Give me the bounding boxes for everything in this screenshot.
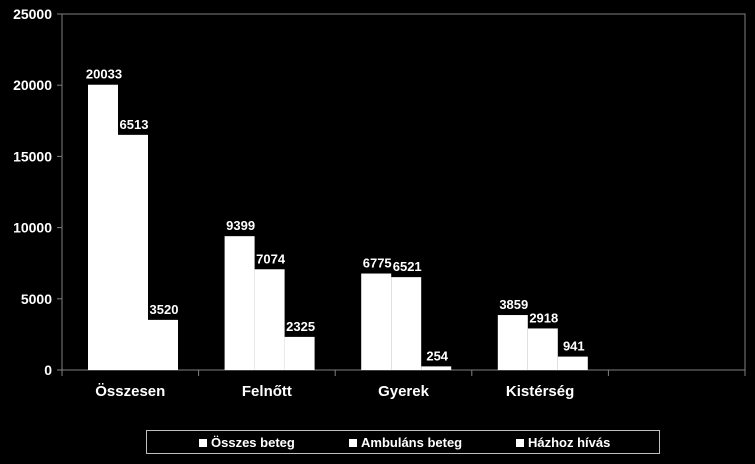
data-label: 9399 — [226, 218, 255, 233]
data-label: 2325 — [286, 319, 315, 334]
y-tick-label: 25000 — [13, 6, 52, 22]
bar — [284, 336, 315, 370]
data-label: 3859 — [499, 297, 528, 312]
x-axis-labels: Összesen Felnőtt Gyerek Kistérség — [95, 383, 574, 400]
legend-item-osszes-beteg: Összes beteg — [199, 435, 295, 450]
y-tick-label: 20000 — [13, 77, 52, 93]
bar — [421, 366, 452, 370]
bars — [88, 84, 588, 371]
legend: Összes beteg Ambuláns beteg Házhoz hívás — [146, 430, 660, 454]
data-label: 20033 — [86, 67, 122, 82]
legend-item-ambulans-beteg: Ambuláns beteg — [349, 435, 462, 450]
legend-swatch — [349, 438, 357, 447]
data-label: 7074 — [256, 251, 286, 266]
legend-label: Ambuláns beteg — [361, 435, 463, 450]
y-tick-label: 10000 — [13, 220, 52, 236]
bar — [557, 356, 588, 370]
data-label: 2918 — [529, 310, 558, 325]
legend-label: Házhoz hívás — [528, 435, 611, 450]
y-tick-label: 0 — [44, 362, 52, 378]
bar — [254, 269, 285, 370]
data-label: 941 — [563, 339, 585, 354]
x-tick-label: Felnőtt — [242, 383, 292, 400]
legend-swatch — [199, 438, 207, 447]
bar — [88, 84, 118, 371]
data-label: 254 — [426, 348, 448, 363]
bar — [361, 273, 392, 370]
legend-item-hazhoz-hivas: Házhoz hívás — [516, 435, 610, 450]
y-axis-ticks: 0 5000 10000 15000 20000 25000 — [13, 6, 746, 378]
legend-label: Összes beteg — [211, 435, 295, 450]
data-label: 6521 — [393, 259, 422, 274]
x-tick-label: Kistérség — [506, 383, 574, 400]
bar — [118, 134, 148, 370]
bar — [391, 277, 422, 370]
y-tick-label: 15000 — [13, 148, 52, 164]
data-label: 6513 — [120, 117, 149, 132]
data-label: 6775 — [363, 256, 392, 271]
bar — [497, 315, 528, 370]
bar — [527, 328, 558, 370]
legend-swatch — [516, 438, 524, 447]
y-tick-label: 5000 — [21, 291, 52, 307]
x-tick-label: Gyerek — [378, 383, 430, 400]
bar — [148, 319, 178, 370]
bar — [224, 236, 255, 370]
x-tick-label: Összesen — [95, 383, 165, 400]
data-label: 3520 — [150, 302, 179, 317]
data-labels: 20033 6513 3520 9399 7074 2325 6775 6521 254 3859… — [86, 67, 585, 364]
